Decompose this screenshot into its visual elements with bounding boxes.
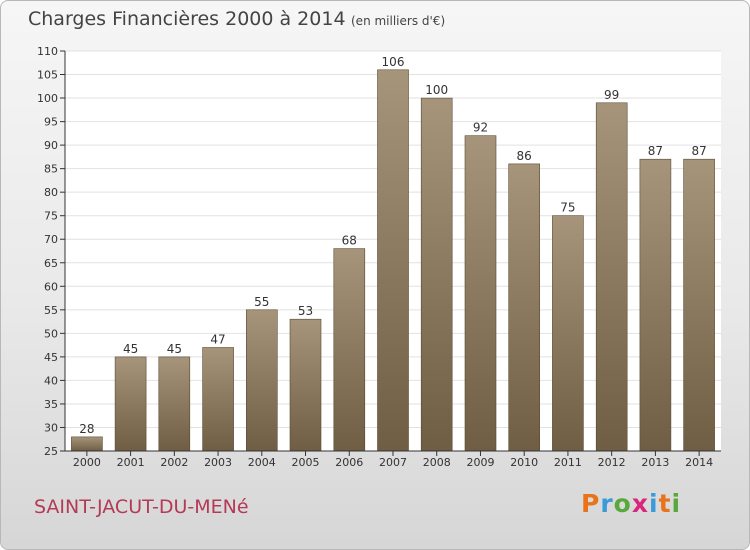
y-tick-label: 25 [44, 445, 58, 458]
x-tick-label: 2010 [510, 456, 538, 469]
x-tick-label: 2001 [117, 456, 145, 469]
x-tick-label: 2011 [554, 456, 582, 469]
x-tick-label: 2012 [598, 456, 626, 469]
bar-2013 [639, 158, 672, 452]
y-tick-label: 90 [44, 139, 58, 152]
data-label-2011: 75 [560, 201, 575, 215]
x-tick-label: 2002 [160, 456, 188, 469]
bar-2000 [71, 436, 103, 452]
bar-2014 [683, 158, 715, 452]
y-tick-label: 45 [44, 351, 58, 364]
x-tick-label: 2003 [204, 456, 232, 469]
data-label-2010: 86 [517, 149, 532, 163]
y-tick-label: 95 [44, 116, 58, 129]
x-tick-label: 2009 [466, 456, 494, 469]
data-label-2002: 45 [167, 342, 182, 356]
logo-letter: t [658, 489, 672, 518]
data-label-2003: 47 [210, 332, 225, 346]
logo-letter: x [631, 489, 649, 518]
logo-letter: o [613, 489, 632, 518]
y-tick-label: 80 [44, 186, 58, 199]
y-tick-label: 55 [44, 304, 58, 317]
x-tick-label: 2014 [685, 456, 713, 469]
y-tick-label: 110 [37, 45, 58, 58]
data-labels: 28 45 45 47 55 53 68 106 100 92 86 75 99 87 87 [79, 55, 707, 436]
data-label-2012: 99 [604, 88, 619, 102]
data-label-2001: 45 [123, 342, 138, 356]
bar-2005 [289, 318, 322, 452]
data-label-2000: 28 [79, 422, 94, 436]
x-tick-label: 2005 [292, 456, 320, 469]
proxiti-logo[interactable]: Proxiti [581, 489, 681, 518]
logo-letter: P [581, 489, 601, 518]
y-tick-label: 85 [44, 163, 58, 176]
logo-letter: i [671, 489, 682, 518]
x-tick-label: 2004 [248, 456, 276, 469]
data-label-2006: 68 [342, 234, 357, 248]
data-label-2005: 53 [298, 304, 313, 318]
y-tick-label: 75 [44, 210, 58, 223]
logo-letter: r [600, 489, 614, 518]
chart-unit: (en milliers d'€) [351, 14, 446, 28]
x-tick-label: 2008 [423, 456, 451, 469]
bar-2003 [202, 347, 234, 452]
data-label-2009: 92 [473, 121, 488, 135]
x-tick-label: 2006 [335, 456, 363, 469]
axes: 25 30 35 40 45 50 55 60 65 70 75 80 85 90 95 100 105 110 2… [37, 45, 721, 469]
commune-name: SAINT-JACUT-DU-MENé [34, 496, 249, 518]
y-tick-label: 105 [37, 69, 58, 82]
bar-2007 [377, 69, 409, 452]
chart-title: Charges Financières 2000 à 2014 [28, 8, 346, 30]
data-label-2014: 87 [691, 144, 706, 158]
data-label-2004: 55 [254, 295, 269, 309]
bar-2009 [464, 135, 497, 452]
bar-2010 [508, 163, 541, 452]
y-tick-label: 65 [44, 257, 58, 270]
y-tick-label: 70 [44, 233, 58, 246]
logo-letter: i [649, 489, 659, 518]
bar-2006 [333, 248, 366, 452]
y-tick-label: 50 [44, 327, 58, 340]
x-tick-label: 2000 [73, 456, 101, 469]
y-tick-label: 60 [44, 280, 58, 293]
y-tick-label: 40 [44, 374, 58, 387]
y-tick-label: 35 [44, 398, 58, 411]
bars [71, 69, 715, 452]
data-label-2013: 87 [648, 144, 663, 158]
y-tick-label: 30 [44, 421, 58, 434]
bar-2002 [158, 356, 191, 452]
bar-2001 [114, 356, 147, 452]
data-label-2008: 100 [425, 83, 448, 97]
y-tick-label: 100 [37, 92, 58, 105]
bar-2004 [246, 309, 278, 452]
bar-2012 [595, 102, 628, 452]
bar-2011 [552, 215, 584, 452]
x-tick-label: 2013 [641, 456, 669, 469]
data-label-2007: 106 [382, 55, 405, 69]
bar-2008 [420, 97, 453, 452]
x-tick-label: 2007 [379, 456, 407, 469]
